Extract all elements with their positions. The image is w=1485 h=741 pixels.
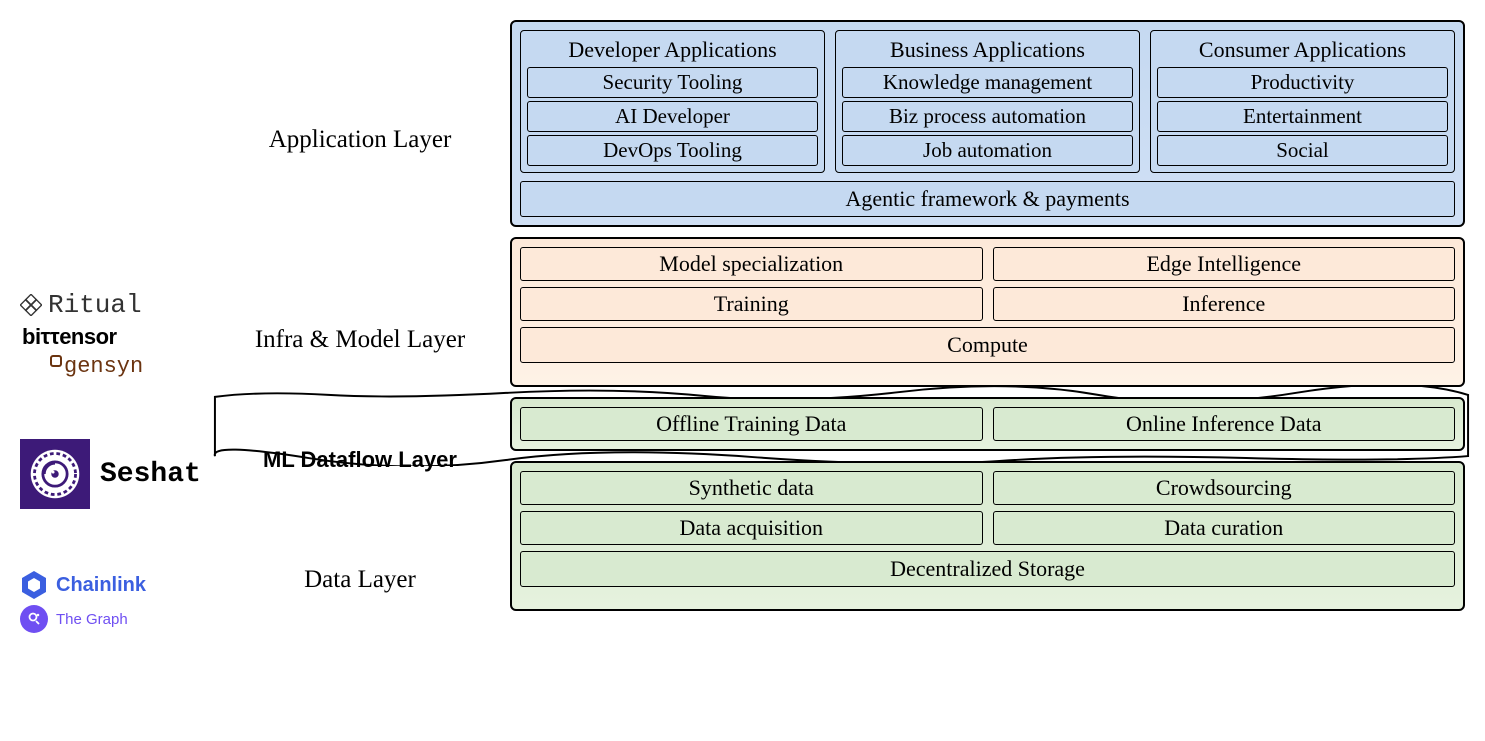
synthetic-data-box: Synthetic data — [520, 471, 983, 505]
security-tooling-box: Security Tooling — [527, 67, 818, 98]
compute-box: Compute — [520, 327, 1455, 363]
developer-apps-group: Developer Applications Security Tooling … — [520, 30, 825, 173]
chainlink-logo: Chainlink — [20, 569, 210, 601]
ritual-text: Ritual — [48, 290, 142, 320]
group-title: Business Applications — [842, 37, 1133, 63]
ml-row-wrapper: Offline Training Data Online Inference D… — [510, 397, 1465, 451]
crowdsourcing-box: Crowdsourcing — [993, 471, 1456, 505]
entertainment-box: Entertainment — [1157, 101, 1448, 132]
group-title: Consumer Applications — [1157, 37, 1448, 63]
agentic-framework-box: Agentic framework & payments — [520, 181, 1455, 217]
training-box: Training — [520, 287, 983, 321]
graph-icon — [20, 605, 48, 633]
inference-box: Inference — [993, 287, 1456, 321]
data-row-2: Data acquisition Data curation — [520, 511, 1455, 545]
seshat-icon — [20, 439, 90, 509]
chainlink-icon — [20, 569, 48, 601]
edge-intelligence-box: Edge Intelligence — [993, 247, 1456, 281]
job-automation-box: Job automation — [842, 135, 1133, 166]
logo-column: Ritual biττensor gensyn — [10, 20, 210, 660]
label-column: Application Layer Infra & Model Layer ML… — [210, 20, 510, 660]
seshat-text: Seshat — [100, 459, 201, 490]
application-layer: Developer Applications Security Tooling … — [510, 20, 1465, 227]
data-layer: Synthetic data Crowdsourcing Data acquis… — [510, 461, 1465, 611]
app-groups: Developer Applications Security Tooling … — [520, 30, 1455, 173]
consumer-apps-group: Consumer Applications Productivity Enter… — [1150, 30, 1455, 173]
gensyn-text: gensyn — [64, 354, 143, 379]
offline-training-data-box: Offline Training Data — [520, 407, 983, 441]
data-row-1: Synthetic data Crowdsourcing — [520, 471, 1455, 505]
data-logos: Chainlink The Graph — [10, 569, 210, 633]
ai-developer-box: AI Developer — [527, 101, 818, 132]
group-title: Developer Applications — [527, 37, 818, 63]
graph-text: The Graph — [56, 611, 128, 628]
infra-row-1: Model specialization Edge Intelligence — [520, 247, 1455, 281]
ritual-logo: Ritual — [20, 290, 210, 320]
graph-logo: The Graph — [20, 605, 210, 633]
social-box: Social — [1157, 135, 1448, 166]
infra-layer-label: Infra & Model Layer — [210, 260, 510, 420]
ml-logos: Seshat — [10, 439, 210, 509]
productivity-box: Productivity — [1157, 67, 1448, 98]
ritual-icon — [20, 294, 42, 316]
chainlink-text: Chainlink — [56, 574, 146, 597]
online-inference-data-box: Online Inference Data — [993, 407, 1456, 441]
ml-layer-label: ML Dataflow Layer — [210, 420, 510, 500]
biz-process-box: Biz process automation — [842, 101, 1133, 132]
data-layer-label: Data Layer — [210, 500, 510, 660]
devops-tooling-box: DevOps Tooling — [527, 135, 818, 166]
infra-layer: Model specialization Edge Intelligence T… — [510, 237, 1465, 387]
infra-row-2: Training Inference — [520, 287, 1455, 321]
layers-column: Developer Applications Security Tooling … — [510, 20, 1465, 660]
decentralized-storage-box: Decentralized Storage — [520, 551, 1455, 587]
ml-row-1: Offline Training Data Online Inference D… — [520, 407, 1455, 441]
gensyn-icon — [50, 355, 62, 367]
seshat-logo: Seshat — [20, 439, 210, 509]
diagram-root: Ritual biττensor gensyn — [0, 0, 1485, 680]
data-curation-box: Data curation — [993, 511, 1456, 545]
ml-dataflow-layer: Offline Training Data Online Inference D… — [510, 397, 1465, 451]
gensyn-logo: gensyn — [20, 354, 210, 379]
infra-logos: Ritual biττensor gensyn — [10, 290, 210, 379]
business-apps-group: Business Applications Knowledge manageme… — [835, 30, 1140, 173]
data-acquisition-box: Data acquisition — [520, 511, 983, 545]
bittensor-logo: biττensor — [20, 324, 210, 350]
model-specialization-box: Model specialization — [520, 247, 983, 281]
app-layer-label: Application Layer — [210, 20, 510, 260]
knowledge-mgmt-box: Knowledge management — [842, 67, 1133, 98]
